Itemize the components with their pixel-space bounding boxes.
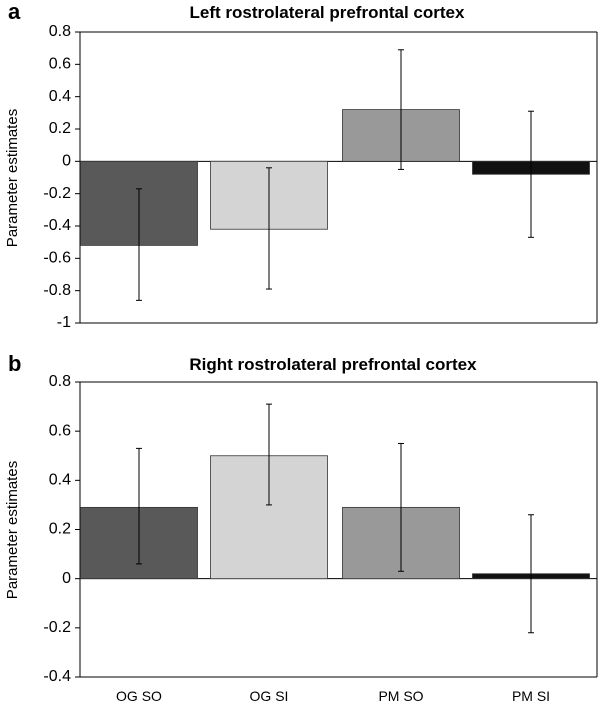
- x-tick-label: OG SI: [250, 688, 289, 704]
- y-tick-label: 0.4: [49, 472, 71, 489]
- y-axis-label: Parameter estimates: [4, 109, 21, 247]
- y-tick-label: -0.2: [43, 619, 71, 636]
- panel-a: a Left rostrolateral prefrontal cortex Par…: [4, 0, 598, 331]
- x-tick-label: PM SO: [378, 688, 423, 704]
- y-tick-label: -1: [57, 314, 71, 331]
- y-tick-label: 0.4: [49, 88, 71, 105]
- y-tick-label: 0: [62, 153, 71, 170]
- y-tick-label: 0.6: [49, 422, 71, 439]
- y-tick-label: -0.8: [43, 282, 71, 299]
- y-axis-label: Parameter estimates: [4, 461, 21, 599]
- y-tick-label: -0.2: [43, 185, 71, 202]
- y-tick-label: -0.4: [43, 668, 71, 685]
- y-tick-label: -0.4: [43, 217, 71, 234]
- panel-letter: b: [8, 351, 21, 376]
- x-tick-label: PM SI: [512, 688, 550, 704]
- y-tick-label: 0: [62, 570, 71, 587]
- y-tick-label: 0.8: [49, 373, 71, 390]
- y-tick-label: 0.2: [49, 120, 71, 137]
- x-tick-label: OG SO: [116, 688, 162, 704]
- y-tick-label: 0.6: [49, 56, 71, 73]
- y-tick-label: 0.2: [49, 521, 71, 538]
- chart-title: Left rostrolateral prefrontal cortex: [190, 3, 465, 22]
- y-tick-label: -0.6: [43, 250, 71, 267]
- panel-letter: a: [8, 0, 21, 24]
- panel-b: b Right rostrolateral prefrontal cortex Pa…: [4, 351, 598, 704]
- chart-title: Right rostrolateral prefrontal cortex: [189, 355, 477, 374]
- y-tick-label: 0.8: [49, 23, 71, 40]
